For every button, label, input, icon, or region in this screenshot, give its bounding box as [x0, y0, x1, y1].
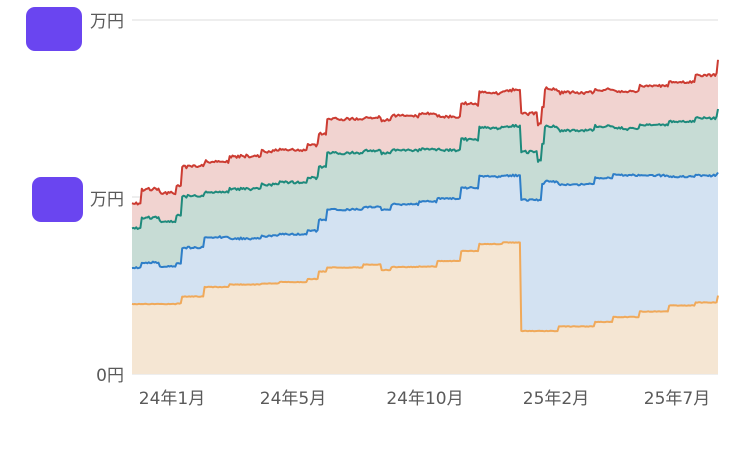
- y-axis: 万円 万円 0円: [26, 7, 124, 386]
- redacted-label-top: [26, 7, 82, 51]
- y-tick-label-mid: 万円: [90, 190, 124, 210]
- line-series-1: [131, 171, 719, 270]
- series-lines: [131, 59, 719, 333]
- x-tick-label: 25年7月: [644, 389, 710, 409]
- redacted-label-mid: [32, 177, 83, 222]
- area-series-3: [132, 59, 718, 229]
- area-series-2: [132, 109, 718, 269]
- line-series-3: [131, 59, 719, 206]
- line-series-0: [131, 241, 719, 333]
- y-tick-label-top: 万円: [90, 12, 124, 32]
- area-series-1: [132, 172, 718, 332]
- x-tick-label: 24年5月: [260, 389, 326, 409]
- x-axis: 24年1月 24年5月 24年10月 25年2月 25年7月: [139, 389, 710, 409]
- x-tick-label: 24年1月: [139, 389, 205, 409]
- area-series-0: [132, 242, 718, 374]
- x-tick-label: 25年2月: [523, 389, 589, 409]
- y-tick-label-zero: 0円: [96, 366, 124, 386]
- x-tick-label: 24年10月: [386, 389, 463, 409]
- line-series-2: [131, 108, 719, 230]
- areas: [132, 59, 718, 374]
